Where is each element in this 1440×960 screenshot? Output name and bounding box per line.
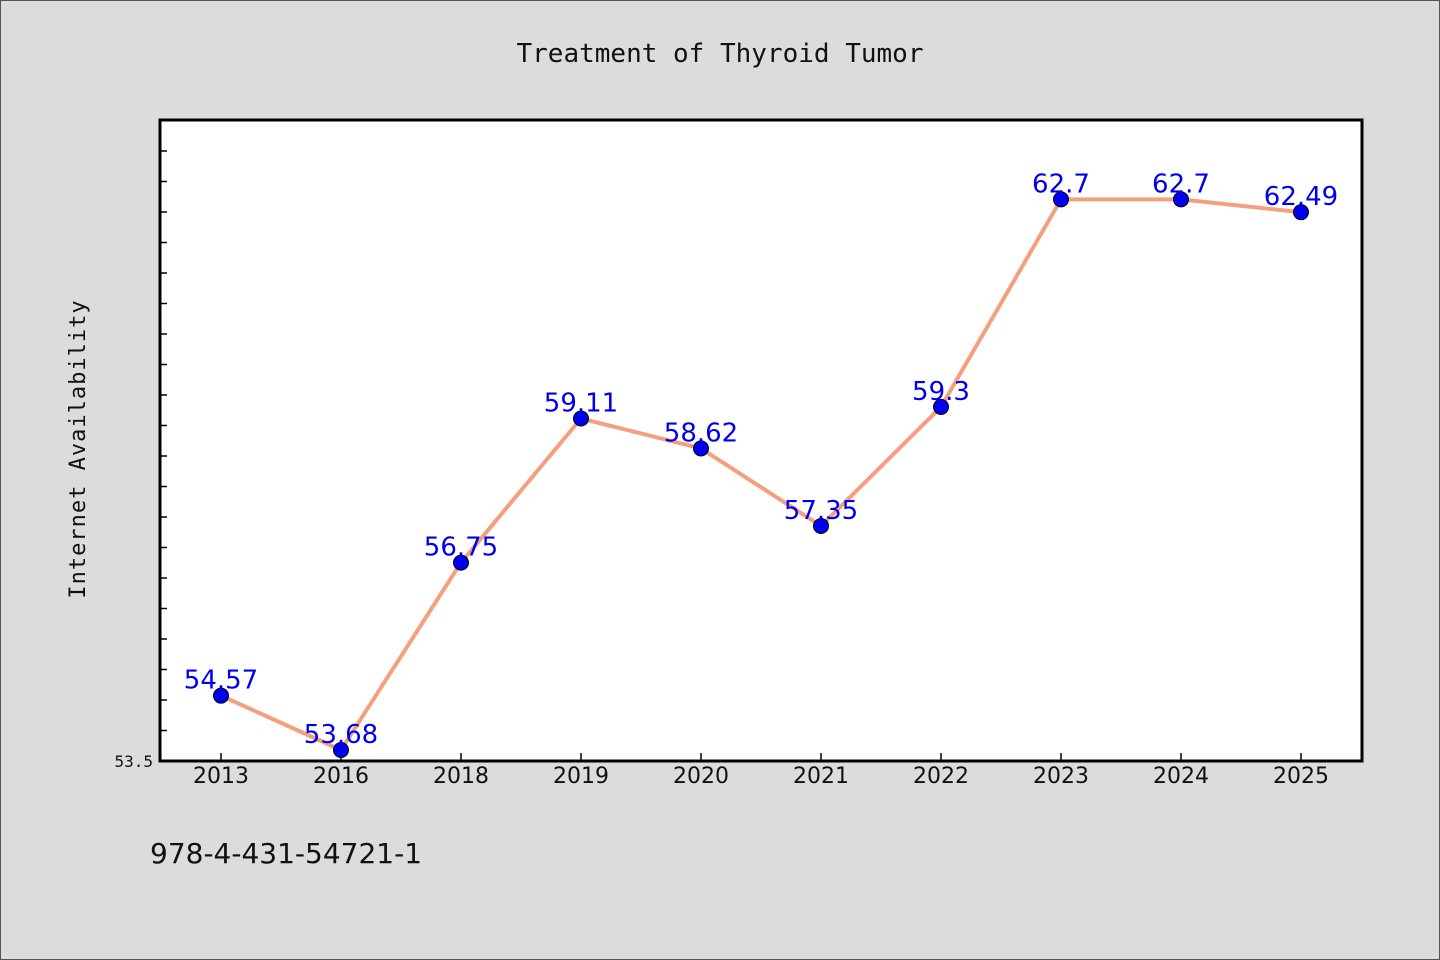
data-markers [213,191,1309,759]
data-label: 53.68 [304,720,378,750]
data-point [693,440,709,457]
footer-code: 978-4-431-54721-1 [150,837,422,870]
data-point [933,398,949,415]
x-tick-label: 2023 [1033,764,1089,789]
data-point [333,742,349,759]
x-tick-label: 2024 [1153,764,1209,789]
x-tick-label: 2018 [433,764,489,789]
y-axis-label: Internet Availability [66,299,91,598]
data-point [573,410,589,427]
data-point [1173,191,1189,208]
x-tick-label: 2019 [553,764,609,789]
data-point [213,687,229,704]
x-tick-label: 2020 [673,764,729,789]
y-axis-min-label: 53.5 [114,752,153,771]
x-tick-label: 2016 [313,764,369,789]
data-label: 58.62 [664,418,738,448]
x-tick-label: 2013 [193,764,249,789]
series-line [220,197,1302,752]
x-tick-label: 2022 [913,764,969,789]
data-point [813,517,829,534]
data-label: 62.49 [1264,182,1338,212]
data-label: 59.11 [544,389,618,419]
x-tick-label: 2021 [793,764,849,789]
data-label: 62.7 [1152,169,1210,199]
data-point [1053,191,1069,208]
data-label: 57.35 [784,496,858,526]
x-tick-label: 2025 [1273,764,1329,789]
data-label: 59.3 [912,377,970,407]
data-label: 62.7 [1032,169,1090,199]
data-label: 56.75 [424,533,498,563]
x-axis-ticks: 2013 2016 2018 2019 2020 2021 2022 2023 2024 2025 [193,753,1329,789]
plot-area [158,118,1364,763]
data-point [453,554,469,571]
data-labels: 54.57 53.68 56.75 59.11 58.62 57.35 59.3 62.7 62… [184,169,1338,750]
data-label: 54.57 [184,666,258,696]
data-point [1293,204,1309,221]
chart-title: Treatment of Thyroid Tumor [517,39,924,69]
y-axis-ticks [160,150,167,762]
